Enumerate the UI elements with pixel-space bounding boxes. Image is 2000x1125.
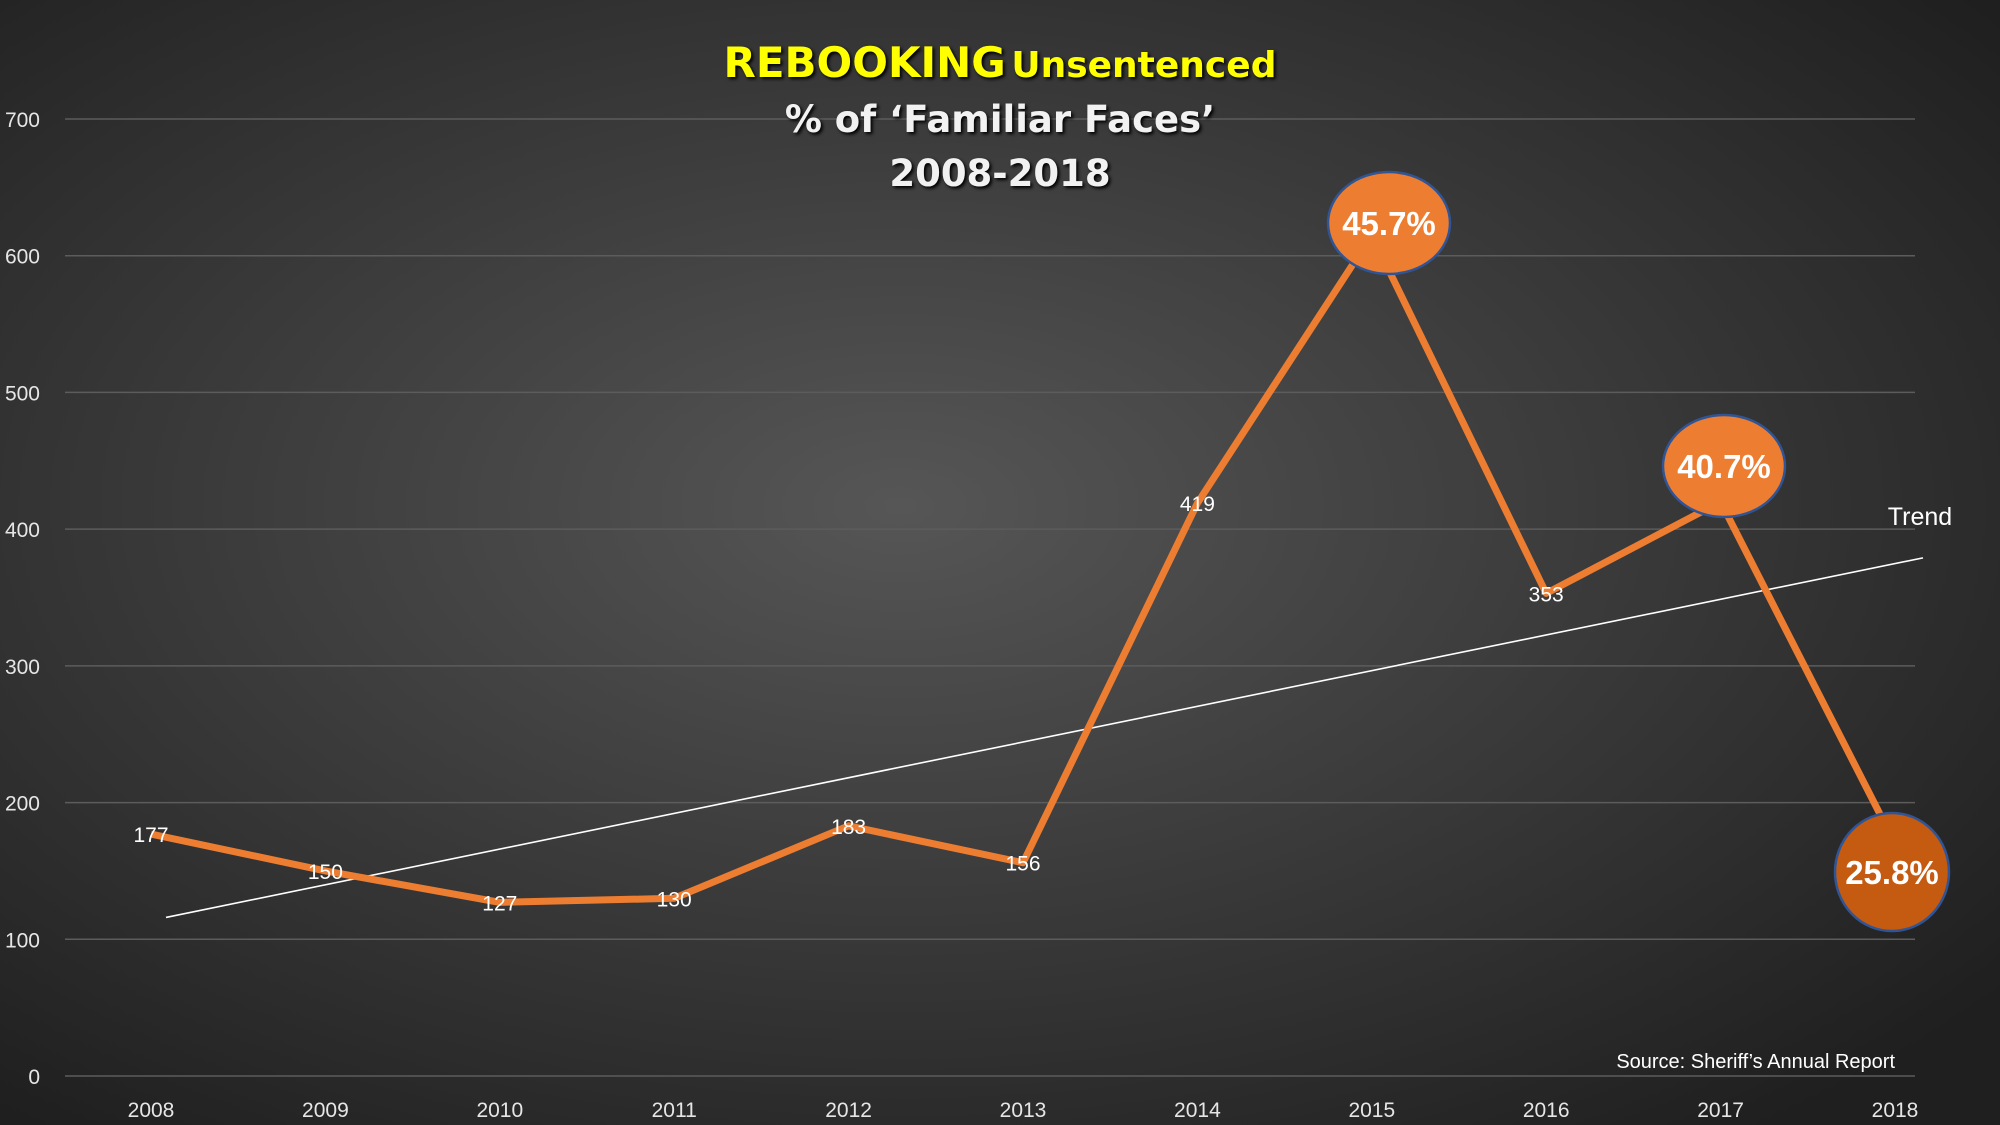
y-tick-label: 0: [28, 1066, 40, 1089]
x-tick-label: 2011: [652, 1099, 697, 1122]
x-tick-label: 2016: [1523, 1099, 1570, 1122]
chart-date-range: 2008-2018: [889, 152, 1111, 195]
series-line: [150, 231, 1899, 906]
callout-bubble: [1833, 811, 1951, 933]
callout-bubble: [1326, 170, 1452, 276]
y-tick-label: 700: [5, 109, 40, 132]
x-tick-label: 2014: [1174, 1099, 1221, 1122]
x-tick-label: 2018: [1872, 1099, 1919, 1122]
trend-line: [165, 557, 1924, 919]
chart-subtitle: % of ‘Familiar Faces’: [784, 98, 1216, 141]
x-tick-label: 2012: [825, 1099, 872, 1122]
data-label: 156: [1005, 853, 1040, 876]
x-tick-label: 2015: [1348, 1099, 1395, 1122]
data-label: 353: [1529, 583, 1564, 606]
data-label: 183: [831, 816, 866, 839]
chart-title: REBOOKING Unsentenced: [0, 38, 2000, 87]
data-label: 127: [482, 892, 517, 915]
y-tick-label: 400: [5, 519, 40, 542]
data-label: 419: [1180, 493, 1215, 516]
x-tick-label: 2010: [476, 1099, 523, 1122]
x-tick-label: 2017: [1697, 1099, 1744, 1122]
callout-label: 45.7%: [1342, 205, 1436, 242]
y-tick-label: 100: [5, 929, 40, 952]
y-tick-label: 500: [5, 382, 40, 405]
y-tick-label: 200: [5, 793, 40, 816]
data-label: 150: [308, 861, 343, 884]
x-tick-label: 2009: [302, 1099, 349, 1122]
x-tick-label: 2008: [128, 1099, 175, 1122]
data-label: 177: [133, 824, 168, 847]
callout-bubble: [1661, 413, 1787, 519]
title-main: REBOOKING: [723, 38, 1006, 87]
x-tick-label: 2013: [1000, 1099, 1047, 1122]
y-tick-label: 600: [5, 246, 40, 269]
trend-label: Trend: [1888, 503, 1952, 531]
callout-label: 25.8%: [1845, 854, 1939, 891]
y-tick-label: 300: [5, 656, 40, 679]
data-label: 130: [657, 888, 692, 911]
callout-label: 40.7%: [1677, 448, 1771, 485]
source-note: Source: Sheriff’s Annual Report: [1616, 1051, 1895, 1073]
title-sub: Unsentenced: [1011, 45, 1277, 86]
